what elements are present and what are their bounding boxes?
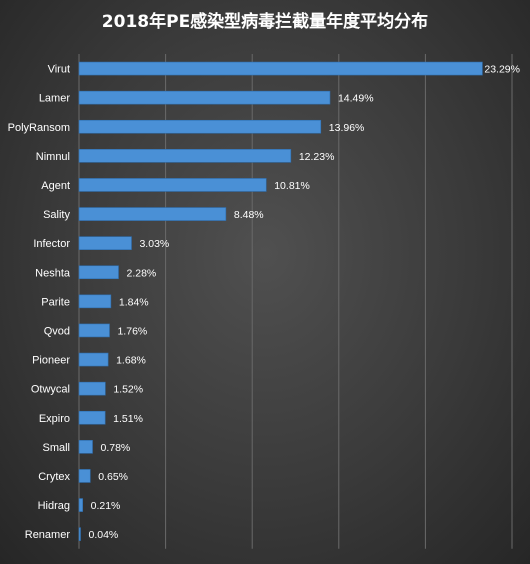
data-label: 13.96% (329, 122, 365, 134)
bar (78, 469, 91, 483)
bar (78, 149, 292, 163)
category-labels: Virut Lamer PolyRansom Nimnul Agent Sality Inf… (8, 64, 71, 542)
gridlines (78, 54, 513, 549)
category-label: Agent (41, 180, 70, 192)
category-label: Small (42, 442, 70, 454)
bar (78, 381, 106, 396)
category-label: Neshta (35, 267, 71, 279)
bar (78, 236, 132, 250)
bar (78, 323, 110, 338)
bar (78, 207, 227, 221)
data-label: 2.28% (126, 267, 156, 279)
chart-title: 2018年PE感染型病毒拦截量年度平均分布 (102, 11, 428, 32)
bar (78, 527, 81, 541)
bar (78, 90, 331, 105)
category-label: Renamer (25, 529, 71, 541)
bars (78, 61, 483, 541)
category-label: Sality (43, 209, 70, 221)
data-label: 1.52% (113, 384, 143, 396)
bar (78, 61, 483, 76)
category-label: PolyRansom (8, 122, 70, 134)
bar (78, 440, 93, 454)
data-label: 0.78% (101, 442, 131, 454)
bar (78, 352, 109, 367)
bar (78, 265, 119, 280)
category-label: Crytex (38, 471, 70, 483)
bar (78, 410, 106, 425)
category-label: Expiro (39, 413, 70, 425)
bar (78, 294, 112, 309)
data-label: 14.49% (338, 93, 374, 105)
category-label: Nimnul (36, 151, 70, 163)
category-label: Hidrag (38, 500, 70, 512)
category-label: Virut (48, 64, 70, 76)
data-label: 0.21% (91, 500, 121, 512)
data-label: 1.68% (116, 355, 146, 367)
data-label: 12.23% (299, 151, 335, 163)
data-label: 1.84% (119, 296, 149, 308)
category-label: Parite (41, 296, 70, 308)
data-label: 1.76% (117, 325, 147, 337)
value-labels: 23.29% 14.49% 13.96% 12.23% 10.81% 8.48% 3.03%… (89, 64, 521, 542)
category-label: Pioneer (32, 355, 70, 367)
category-label: Infector (33, 238, 70, 250)
data-label: 10.81% (274, 180, 310, 192)
bar (78, 119, 322, 134)
data-label: 1.51% (113, 413, 143, 425)
data-label: 23.29% (484, 64, 520, 76)
data-label: 0.65% (98, 471, 128, 483)
bar (78, 178, 267, 192)
category-label: Lamer (39, 93, 71, 105)
data-label: 0.04% (89, 529, 119, 541)
data-label: 8.48% (234, 209, 264, 221)
data-label: 3.03% (139, 238, 169, 250)
category-label: Otwycal (31, 384, 70, 396)
category-label: Qvod (44, 325, 70, 337)
bar (78, 498, 83, 512)
